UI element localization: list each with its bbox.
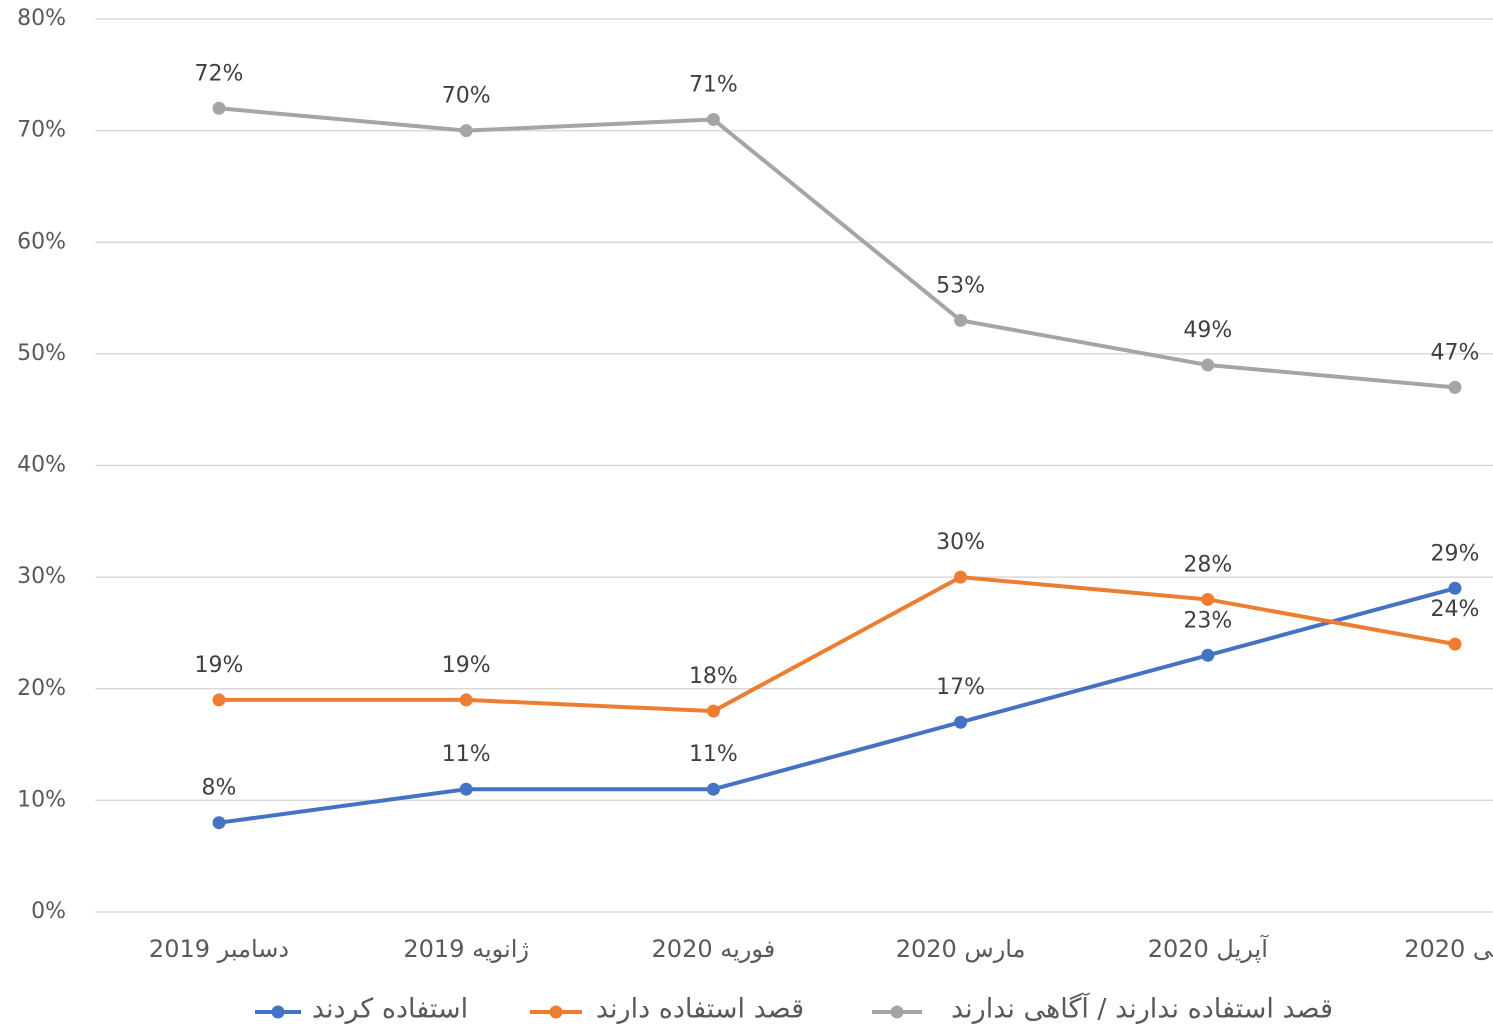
data-label: 29% (1431, 541, 1480, 566)
series-line (218, 586, 1456, 825)
data-point (212, 693, 226, 707)
data-label: 8% (202, 776, 237, 801)
data-label: 17% (936, 675, 985, 700)
y-tick-label: 30% (17, 564, 66, 589)
data-label: 70% (442, 84, 491, 109)
data-label: 47% (1431, 340, 1480, 365)
data-point (1201, 648, 1215, 662)
data-point (1448, 581, 1462, 595)
data-label: 18% (689, 664, 738, 689)
series-line (218, 106, 1456, 390)
x-tick-label: دسامبر 2019 (149, 935, 289, 963)
legend-label: قصد استفاده ندارند / آگاهی ندارند (951, 993, 1333, 1025)
data-point (212, 816, 226, 830)
legend-marker (271, 1005, 285, 1019)
data-label: 11% (689, 742, 738, 767)
data-point (459, 124, 473, 138)
y-tick-label: 50% (17, 341, 66, 366)
data-point (1448, 637, 1462, 651)
data-point (459, 693, 473, 707)
data-point (706, 704, 720, 718)
data-label: 19% (442, 653, 491, 678)
legend-marker (549, 1005, 563, 1019)
y-tick-label: 70% (17, 118, 66, 143)
y-tick-label: 0% (31, 899, 66, 924)
data-point (1201, 358, 1215, 372)
data-point (459, 782, 473, 796)
data-point (1201, 592, 1215, 606)
data-label: 11% (442, 742, 491, 767)
x-tick-label: ژانویه 2019 (403, 935, 529, 963)
data-point (1448, 380, 1462, 394)
data-point (954, 313, 968, 327)
data-label: 72% (195, 61, 244, 86)
data-label: 30% (936, 530, 985, 555)
legend-marker (890, 1005, 904, 1019)
data-label: 28% (1183, 552, 1232, 577)
data-label: 53% (936, 273, 985, 298)
data-label: 49% (1183, 318, 1232, 343)
data-label: 19% (195, 653, 244, 678)
data-point (212, 101, 226, 115)
legend-label: قصد استفاده دارند (596, 994, 804, 1025)
x-tick-label: مارس 2020 (896, 935, 1026, 963)
y-tick-label: 80% (17, 6, 66, 31)
data-point (706, 782, 720, 796)
data-point (954, 570, 968, 584)
y-tick-label: 20% (17, 676, 66, 701)
data-point (954, 715, 968, 729)
x-tick-label: می 2020 (1404, 935, 1493, 963)
data-label: 23% (1183, 608, 1232, 633)
y-tick-label: 10% (17, 787, 66, 812)
series-line (219, 575, 1456, 714)
x-tick-label: فوریه 2020 (652, 935, 776, 963)
data-label: 71% (689, 72, 738, 97)
y-tick-label: 40% (17, 453, 66, 478)
data-point (706, 112, 720, 126)
data-label: 24% (1431, 597, 1480, 622)
x-tick-label: آپریل 2020 (1148, 934, 1269, 963)
y-tick-label: 60% (17, 229, 66, 254)
legend-label: استفاده کردند (312, 994, 468, 1025)
